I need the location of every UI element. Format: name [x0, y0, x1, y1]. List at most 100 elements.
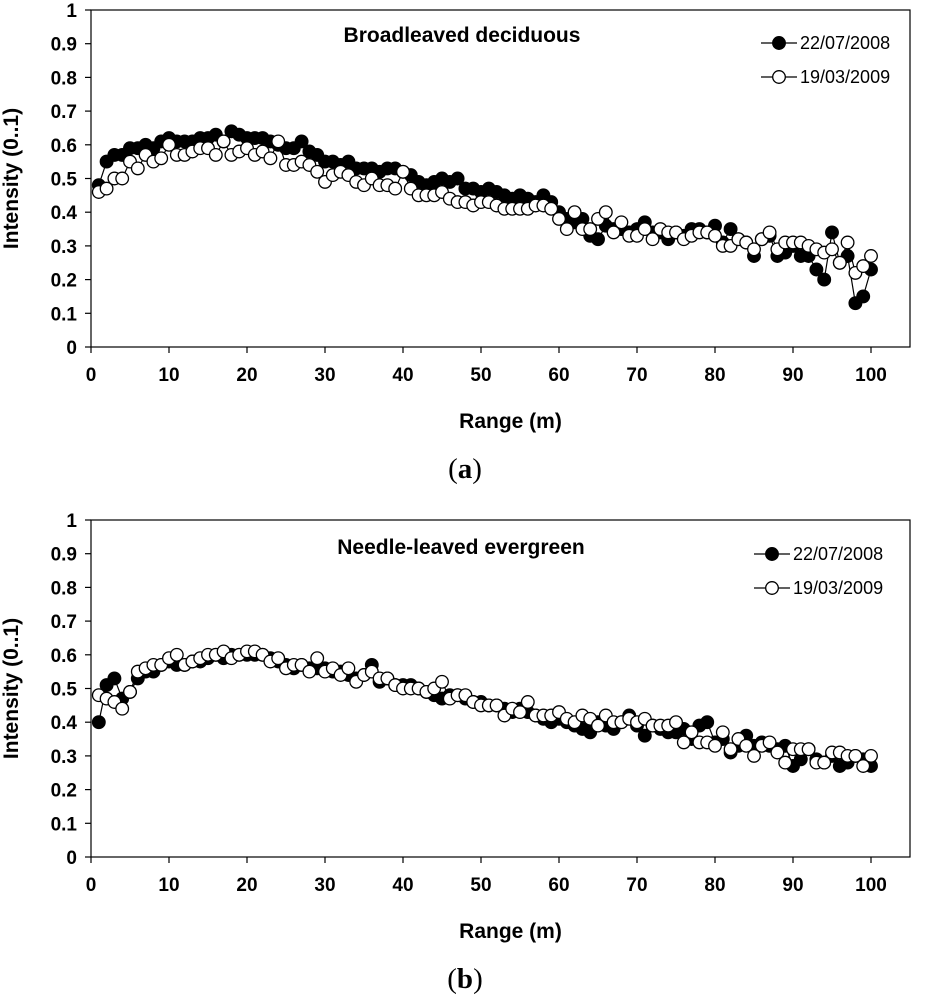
x-tick-label: 20	[236, 875, 257, 896]
data-point	[154, 151, 169, 166]
data-point	[840, 235, 855, 250]
data-point	[700, 715, 715, 730]
data-point	[271, 651, 286, 666]
data-point	[107, 671, 122, 686]
y-tick-label: 1	[66, 1, 77, 22]
legend-label: 19/03/2009	[793, 578, 883, 598]
data-point	[715, 725, 730, 740]
y-tick-label: 0.7	[51, 612, 77, 633]
data-point	[310, 651, 325, 666]
y-tick-label: 0.5	[51, 680, 78, 701]
data-point	[216, 134, 231, 149]
x-tick-label: 10	[158, 875, 179, 896]
x-tick-label: 90	[782, 365, 803, 386]
x-tick-label: 60	[548, 365, 569, 386]
data-point	[676, 735, 691, 750]
x-axis-label: Range (m)	[459, 410, 562, 433]
y-tick-label: 0.2	[51, 781, 77, 802]
plot-area	[90, 9, 911, 348]
y-tick-label: 0.8	[51, 578, 77, 599]
data-point	[341, 661, 356, 676]
data-point	[99, 181, 114, 196]
y-axis-label: Intensity (0..1)	[0, 618, 23, 759]
data-point	[637, 222, 652, 237]
legend-marker	[772, 36, 786, 50]
data-point	[606, 225, 621, 240]
y-tick-label: 0	[66, 848, 77, 869]
data-point	[669, 715, 683, 730]
data-point	[169, 647, 184, 662]
data-point	[817, 755, 832, 770]
chart-a: 00.10.20.30.40.50.60.70.80.910 10 20 30 40 50…	[0, 1, 911, 485]
x-tick-label: 80	[704, 875, 725, 896]
chart-b: 00.10.20.30.40.50.60.70.80.910 10 20 30 40 50…	[0, 511, 911, 995]
data-point	[115, 701, 130, 716]
data-point	[832, 255, 847, 270]
data-point	[489, 698, 504, 713]
x-tick-label: 40	[392, 875, 413, 896]
x-tick-label: 70	[626, 875, 647, 896]
panel-letter: a	[458, 453, 473, 485]
data-point	[762, 225, 777, 240]
x-tick-label: 50	[470, 875, 491, 896]
y-tick-label: 0.1	[51, 814, 78, 835]
data-point	[848, 748, 863, 763]
data-point	[130, 161, 145, 176]
data-point	[708, 228, 722, 243]
legend-marker	[765, 581, 779, 595]
data-point	[396, 164, 410, 179]
legend-marker	[772, 70, 786, 84]
x-tick-label: 20	[236, 365, 257, 386]
data-point	[552, 211, 566, 226]
data-point	[614, 215, 629, 230]
data-point	[91, 715, 106, 730]
data-point	[856, 759, 871, 773]
x-tick-label: 60	[548, 875, 569, 896]
y-axis-label: Intensity (0..1)	[0, 108, 23, 249]
y-tick-label: 0.5	[51, 170, 78, 191]
data-point	[310, 164, 325, 179]
data-point	[513, 705, 527, 720]
data-point	[739, 738, 754, 753]
legend: 22/07/2008 19/03/2009	[754, 544, 883, 598]
y-tick-label: 0.3	[51, 747, 77, 768]
y-tick-label: 0.3	[51, 237, 77, 258]
data-point	[637, 728, 652, 743]
legend-label: 22/07/2008	[800, 33, 890, 53]
data-point	[567, 205, 582, 220]
data-point	[762, 735, 777, 750]
legend-item: 19/03/2009	[761, 67, 890, 87]
legend-item: 22/07/2008	[754, 544, 883, 564]
x-axis-label: Range (m)	[459, 920, 562, 943]
data-point	[263, 151, 278, 166]
data-point	[123, 684, 137, 699]
x-tick-label: 100	[855, 365, 887, 386]
series-open	[91, 644, 878, 773]
data-point	[302, 664, 317, 679]
data-point	[817, 272, 832, 287]
y-tick-label: 0.4	[51, 203, 78, 224]
data-point	[801, 742, 816, 757]
plot-area	[90, 519, 911, 858]
chart-title: Needle-leaved evergreen	[337, 536, 584, 559]
data-point	[864, 748, 878, 763]
data-point	[388, 181, 403, 196]
panel-close-paren: )	[473, 963, 483, 995]
data-point	[645, 232, 660, 247]
x-tick-label: 70	[626, 365, 647, 386]
data-point	[271, 134, 286, 149]
data-point	[435, 674, 449, 689]
data-point	[723, 742, 738, 757]
data-point	[598, 205, 613, 220]
x-tick-label: 0	[86, 875, 97, 896]
y-tick-label: 0.1	[51, 304, 78, 325]
series-open	[91, 134, 878, 280]
x-tick-label: 100	[855, 875, 887, 896]
panel-letter: b	[457, 963, 473, 995]
y-tick-label: 0.8	[51, 68, 77, 89]
x-tick-label: 30	[314, 875, 335, 896]
data-point	[708, 738, 722, 753]
data-point	[450, 171, 465, 186]
y-tick-label: 0	[66, 338, 77, 359]
x-tick-label: 0	[86, 365, 97, 386]
